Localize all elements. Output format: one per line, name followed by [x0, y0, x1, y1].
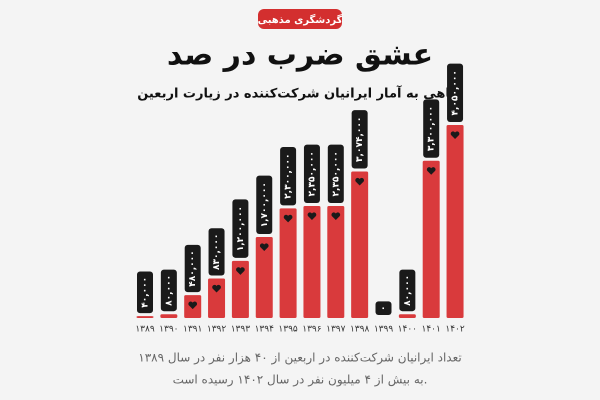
value-label: ۲,۳۵۰,۰۰۰ [307, 151, 317, 196]
heart-icon [188, 301, 198, 310]
value-label: ۸۰,۰۰۰ [164, 275, 174, 306]
heart-icon [426, 167, 436, 175]
heart-icon [307, 212, 317, 221]
x-tick-label: ۱۳۹۹ [374, 325, 394, 335]
x-tick-label: ۱۳۹۰ [159, 325, 178, 335]
value-label: ۴۸۰,۰۰۰ [188, 250, 198, 286]
bar [446, 125, 464, 318]
value-label-bg [232, 199, 249, 258]
x-tick-label: ۱۳۹۶ [302, 325, 322, 335]
bar [136, 316, 154, 318]
value-label-bg [399, 269, 416, 312]
value-label-bg [137, 271, 153, 314]
value-label-bg [351, 110, 368, 169]
value-label-bg [256, 175, 273, 234]
chart-title: عشق ضرب در صد [167, 38, 433, 73]
value-label: ۱,۷۰۰,۰۰۰ [260, 182, 270, 227]
bar [160, 314, 178, 318]
heart-icon [212, 284, 221, 293]
bar [279, 208, 297, 318]
heart-icon [236, 267, 245, 275]
bar [327, 206, 345, 318]
bar [422, 160, 440, 318]
chart-subtitle: نگاهی به آمار ایرانیان شرکت‌کننده در زیا… [137, 85, 463, 102]
bar [303, 206, 321, 318]
x-tick-label: ۱۳۹۲ [207, 325, 227, 335]
value-label: ۲,۳۰۰,۰۰۰ [284, 154, 294, 199]
x-tick-label: ۱۳۹۷ [326, 325, 346, 335]
value-label: ۲,۳۵۰,۰۰۰ [331, 151, 341, 196]
x-tick-label: ۱۴۰۱ [422, 325, 441, 335]
value-label: ۰ [379, 305, 389, 311]
heart-icon [355, 177, 365, 186]
value-label: ۳,۳۰۰,۰۰۰ [427, 106, 437, 151]
value-label-bg [208, 228, 225, 276]
bar [398, 314, 416, 318]
x-tick-label: ۱۳۹۱ [183, 325, 202, 335]
value-label-bg [303, 144, 320, 204]
value-label-bg [327, 144, 344, 204]
value-label: ۳,۰۷۴,۰۰۰ [355, 117, 365, 162]
value-label: ۸۳۰,۰۰۰ [212, 234, 222, 270]
badge-bg [258, 9, 342, 29]
x-tick-label: ۱۳۹۳ [231, 325, 251, 335]
value-label-bg [423, 99, 440, 158]
caption: به بیش از ۴ میلیون نفر در سال ۱۴۰۲ رسیده… [173, 373, 428, 388]
x-tick-label: ۱۴۰۲ [445, 325, 465, 335]
value-label: ۴,۰۵۰,۰۰۰ [451, 70, 461, 115]
value-label-bg [280, 146, 297, 206]
value-label-bg [447, 63, 464, 122]
x-tick-label: ۱۳۹۸ [350, 325, 370, 335]
x-tick-label: ۱۳۸۹ [135, 325, 155, 335]
badge: گردشگری مذهبی [258, 13, 343, 26]
value-label-bg [160, 269, 177, 312]
bar [351, 171, 369, 318]
x-tick-label: ۱۳۹۴ [255, 325, 275, 335]
heart-icon [331, 212, 341, 221]
value-label-bg [184, 244, 201, 293]
x-tick-label: ۱۳۹۵ [278, 325, 298, 335]
bar [231, 260, 249, 318]
value-label: ۸۰,۰۰۰ [403, 275, 413, 306]
value-label-bg [375, 301, 392, 315]
bar [208, 278, 226, 318]
value-label: ۴۰,۰۰۰ [141, 277, 151, 308]
heart-icon [283, 214, 293, 223]
x-tick-label: ۱۴۰۰ [398, 325, 417, 335]
value-label: ۱,۲۰۰,۰۰۰ [236, 206, 246, 251]
bar [255, 236, 273, 318]
heart-icon [259, 243, 269, 251]
caption: تعداد ایرانیان شرکت‌کننده در اربعین از ۴… [138, 351, 461, 366]
heart-icon [450, 131, 460, 139]
